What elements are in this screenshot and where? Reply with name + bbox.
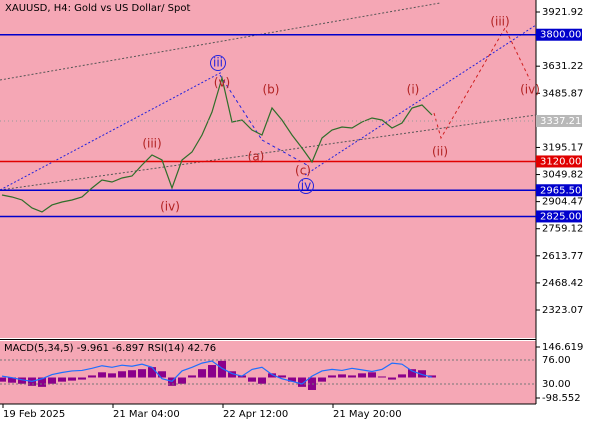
y-tick-label: 2613.77 [542, 251, 583, 262]
macd-bar [0, 377, 6, 382]
macd-bar [208, 365, 216, 378]
macd-bar [48, 377, 56, 384]
y-tick-label: 3485.87 [542, 88, 583, 99]
macd-bar [38, 377, 46, 387]
wave-label: iv [301, 179, 311, 193]
y-tick-label: 3921.92 [542, 7, 583, 18]
x-tick-label: 19 Feb 2025 [3, 409, 65, 420]
macd-bar [98, 372, 106, 378]
macd-bar [218, 360, 226, 378]
macd-bar [298, 377, 306, 387]
macd-bar [58, 377, 66, 382]
macd-bar [248, 377, 256, 382]
macd-bar [428, 375, 436, 378]
macd-bar [8, 377, 16, 383]
macd-bar [408, 369, 416, 378]
wave-label: (c) [295, 164, 311, 178]
macd-bar [268, 373, 276, 378]
macd-bar [388, 377, 396, 380]
macd-bar [328, 375, 336, 378]
macd-bar [338, 374, 346, 378]
macd-bar [348, 375, 356, 378]
wave-label: (iv) [160, 200, 180, 214]
y-tick-label: 76.00 [542, 355, 571, 366]
wave-label: (ii) [432, 145, 448, 159]
macd-bar [288, 377, 296, 382]
wave-label: (iii) [490, 15, 509, 29]
plot-area [0, 0, 536, 338]
level-label: 3120.00 [540, 156, 581, 167]
macd-bar [128, 370, 136, 378]
y-tick-label: 2904.47 [542, 197, 583, 208]
current-price-box [536, 114, 582, 127]
y-tick-label: 146.619 [542, 342, 583, 353]
wave-label: (i) [407, 83, 420, 97]
macd-bar [418, 370, 426, 378]
x-tick-label: 21 Mar 04:00 [113, 409, 180, 420]
y-tick-label: 3049.82 [542, 170, 583, 181]
macd-bar [278, 375, 286, 378]
macd-bar [118, 371, 126, 378]
macd-bar [108, 373, 116, 378]
level-label: 2965.50 [540, 185, 581, 196]
wave-label: iii [213, 56, 223, 70]
wave-line [219, 74, 263, 141]
macd-bar [198, 369, 206, 378]
wave-label: (v) [214, 76, 230, 90]
level-label-box [536, 210, 582, 223]
macd-bar [68, 377, 76, 381]
y-tick-label: 30.00 [542, 379, 571, 390]
macd-bar [378, 376, 386, 378]
macd-bar [258, 377, 266, 384]
macd-bar [138, 369, 146, 378]
macd-bar [78, 377, 86, 380]
level-label: 3800.00 [540, 30, 581, 41]
level-label-box [536, 155, 582, 168]
wave-label: (iv) [520, 83, 540, 97]
wave-label: (b) [263, 83, 280, 97]
macd-bar [178, 377, 186, 384]
wave-circle [298, 178, 314, 194]
macd-bar [158, 371, 166, 378]
macd-bar [88, 375, 96, 378]
wave-label: (a) [248, 150, 265, 164]
indicator-area [0, 341, 536, 404]
wave-label: (iii) [142, 137, 161, 151]
level-label-box [536, 28, 582, 41]
level-label-box [536, 184, 582, 197]
macd-bar [368, 372, 376, 378]
indicator-label: MACD(5,34,5) -9.961 -6.897 RSI(14) 42.76 [4, 343, 216, 354]
macd-bar [318, 377, 326, 382]
current-price-label: 3337.21 [540, 116, 581, 127]
rsi-line [1, 360, 433, 385]
x-tick-label: 22 Apr 12:00 [223, 409, 288, 420]
y-tick-label: 2759.12 [542, 224, 583, 235]
y-tick-label: 3631.22 [542, 61, 583, 72]
channel-line [304, 24, 537, 176]
wave-circle [210, 55, 226, 71]
level-label: 2825.00 [540, 211, 581, 222]
y-tick-label: -98.552 [542, 393, 581, 404]
channel-line [0, 71, 223, 191]
macd-bar [358, 373, 366, 378]
chart-title: XAUUSD, H4: Gold vs US Dollar/ Spot [5, 3, 190, 14]
y-tick-label: 2323.07 [542, 305, 583, 316]
macd-bar [148, 367, 156, 378]
macd-bar [18, 377, 26, 384]
macd-bar [398, 374, 406, 378]
y-tick-label: 3195.17 [542, 142, 583, 153]
macd-bar [228, 371, 236, 378]
y-tick-label: 2468.42 [542, 278, 583, 289]
price-line [1, 75, 433, 213]
macd-bar [188, 375, 196, 378]
x-tick-label: 21 May 20:00 [333, 409, 402, 420]
forecast-line [433, 26, 531, 140]
trend-line [0, 2, 441, 81]
